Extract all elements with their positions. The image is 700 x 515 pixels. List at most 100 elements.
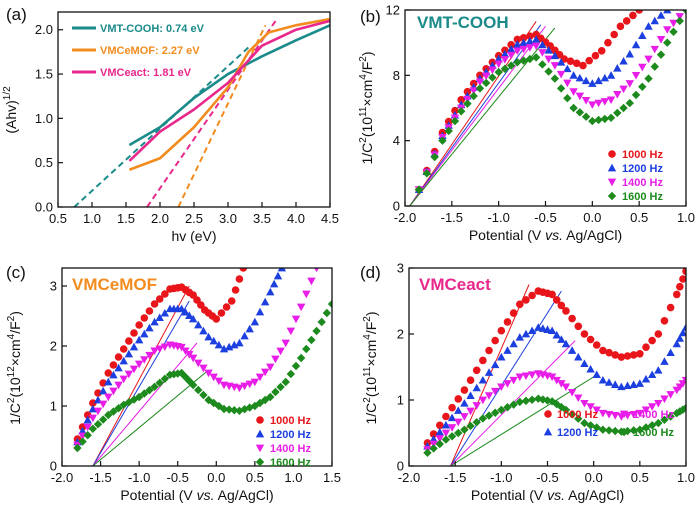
data-point [466,376,475,385]
series-1000-Hz [73,268,248,443]
data-point [494,67,503,77]
panel-title: VMT-COOH [417,13,509,32]
data-point [600,98,610,106]
data-point [78,426,87,435]
data-point [538,40,547,49]
data-point [414,185,424,194]
data-point [654,399,663,408]
data-point [556,84,566,93]
data-point [548,290,556,299]
data-point [631,71,641,80]
data-point [644,74,653,83]
data-point [592,341,601,349]
data-point [466,421,475,431]
y-tick-label: 0 [393,199,400,214]
data-point [227,297,236,305]
data-point [544,55,553,64]
data-point [648,336,656,345]
data-point [134,335,144,344]
data-point [534,394,543,403]
data-point [515,397,524,407]
data-point [586,421,595,430]
x-tick-label: -1.5 [89,470,111,485]
data-point [266,392,275,402]
data-point [594,76,603,85]
legend-label: VMCeact: 1.81 eV [100,67,192,79]
data-point [619,85,628,94]
data-point [463,99,472,108]
data-point [140,356,149,364]
data-point [506,45,516,53]
data-point [98,386,108,395]
data-point [598,425,608,434]
data-point [509,376,518,385]
data-point [466,407,475,416]
legend-label: 1000 Hz [270,415,311,427]
data-point [277,268,287,272]
data-point [444,126,453,136]
data-point [619,103,628,113]
data-point [580,359,589,368]
data-point [307,277,316,286]
panel-d: -2.0 -1.5 -1.0 -0.5 0.0 0.5 1.0 0 1 2 3 (d) Potentia… [360,261,695,504]
series-1200-Hz [423,323,686,450]
data-point [580,399,589,408]
x-tick-label: 0.0 [207,470,225,485]
data-point [429,430,438,438]
data-point [485,346,493,355]
y-tick-label: 0.5 [35,155,53,170]
data-point [124,370,134,379]
data-point [447,413,457,422]
data-point [451,106,459,115]
series-line [128,24,330,147]
data-point [497,326,506,335]
data-point [644,55,653,64]
data-point [641,406,651,415]
data-point [513,58,522,67]
data-point [579,61,587,70]
data-point [547,326,557,335]
data-point [629,426,638,435]
data-point [484,392,494,400]
data-point [563,79,572,88]
data-point [521,329,531,338]
data-point [666,412,675,421]
data-point [527,371,537,379]
y-tick-label: 12 [386,3,400,18]
data-point [604,426,614,435]
x-tick-label: 0.0 [583,210,601,225]
series-1400-Hz [423,370,686,454]
data-point [88,414,98,423]
legend-marker [608,150,616,158]
data-point [629,380,638,388]
x-tick-label: 0.5 [49,211,67,226]
data-point [266,363,275,372]
y-tick-label: 4 [393,133,400,148]
x-tick-label: 1.0 [677,470,695,485]
legend-label: 1000 Hz [557,409,598,421]
data-point [109,387,118,396]
plot-area [409,10,686,206]
data-point [322,308,332,318]
data-point [611,351,620,359]
data-point [622,17,631,25]
data-point [481,72,491,81]
data-point [271,355,280,364]
data-point [672,290,681,299]
data-point [240,382,249,391]
data-point [660,395,669,404]
legend-label: 1400 Hz [622,177,663,189]
data-point [613,108,622,118]
data-point [638,63,647,72]
data-point [134,360,144,369]
data-point [494,60,503,69]
data-point [271,387,280,397]
data-point [635,425,645,434]
data-point [525,36,535,45]
data-point [291,361,301,371]
data-point [586,365,595,373]
data-point [230,406,239,415]
data-point [460,413,469,421]
y-axis-label: (Ahv)1/2 [2,86,19,134]
legend-label: 1200 Hz [557,427,598,439]
